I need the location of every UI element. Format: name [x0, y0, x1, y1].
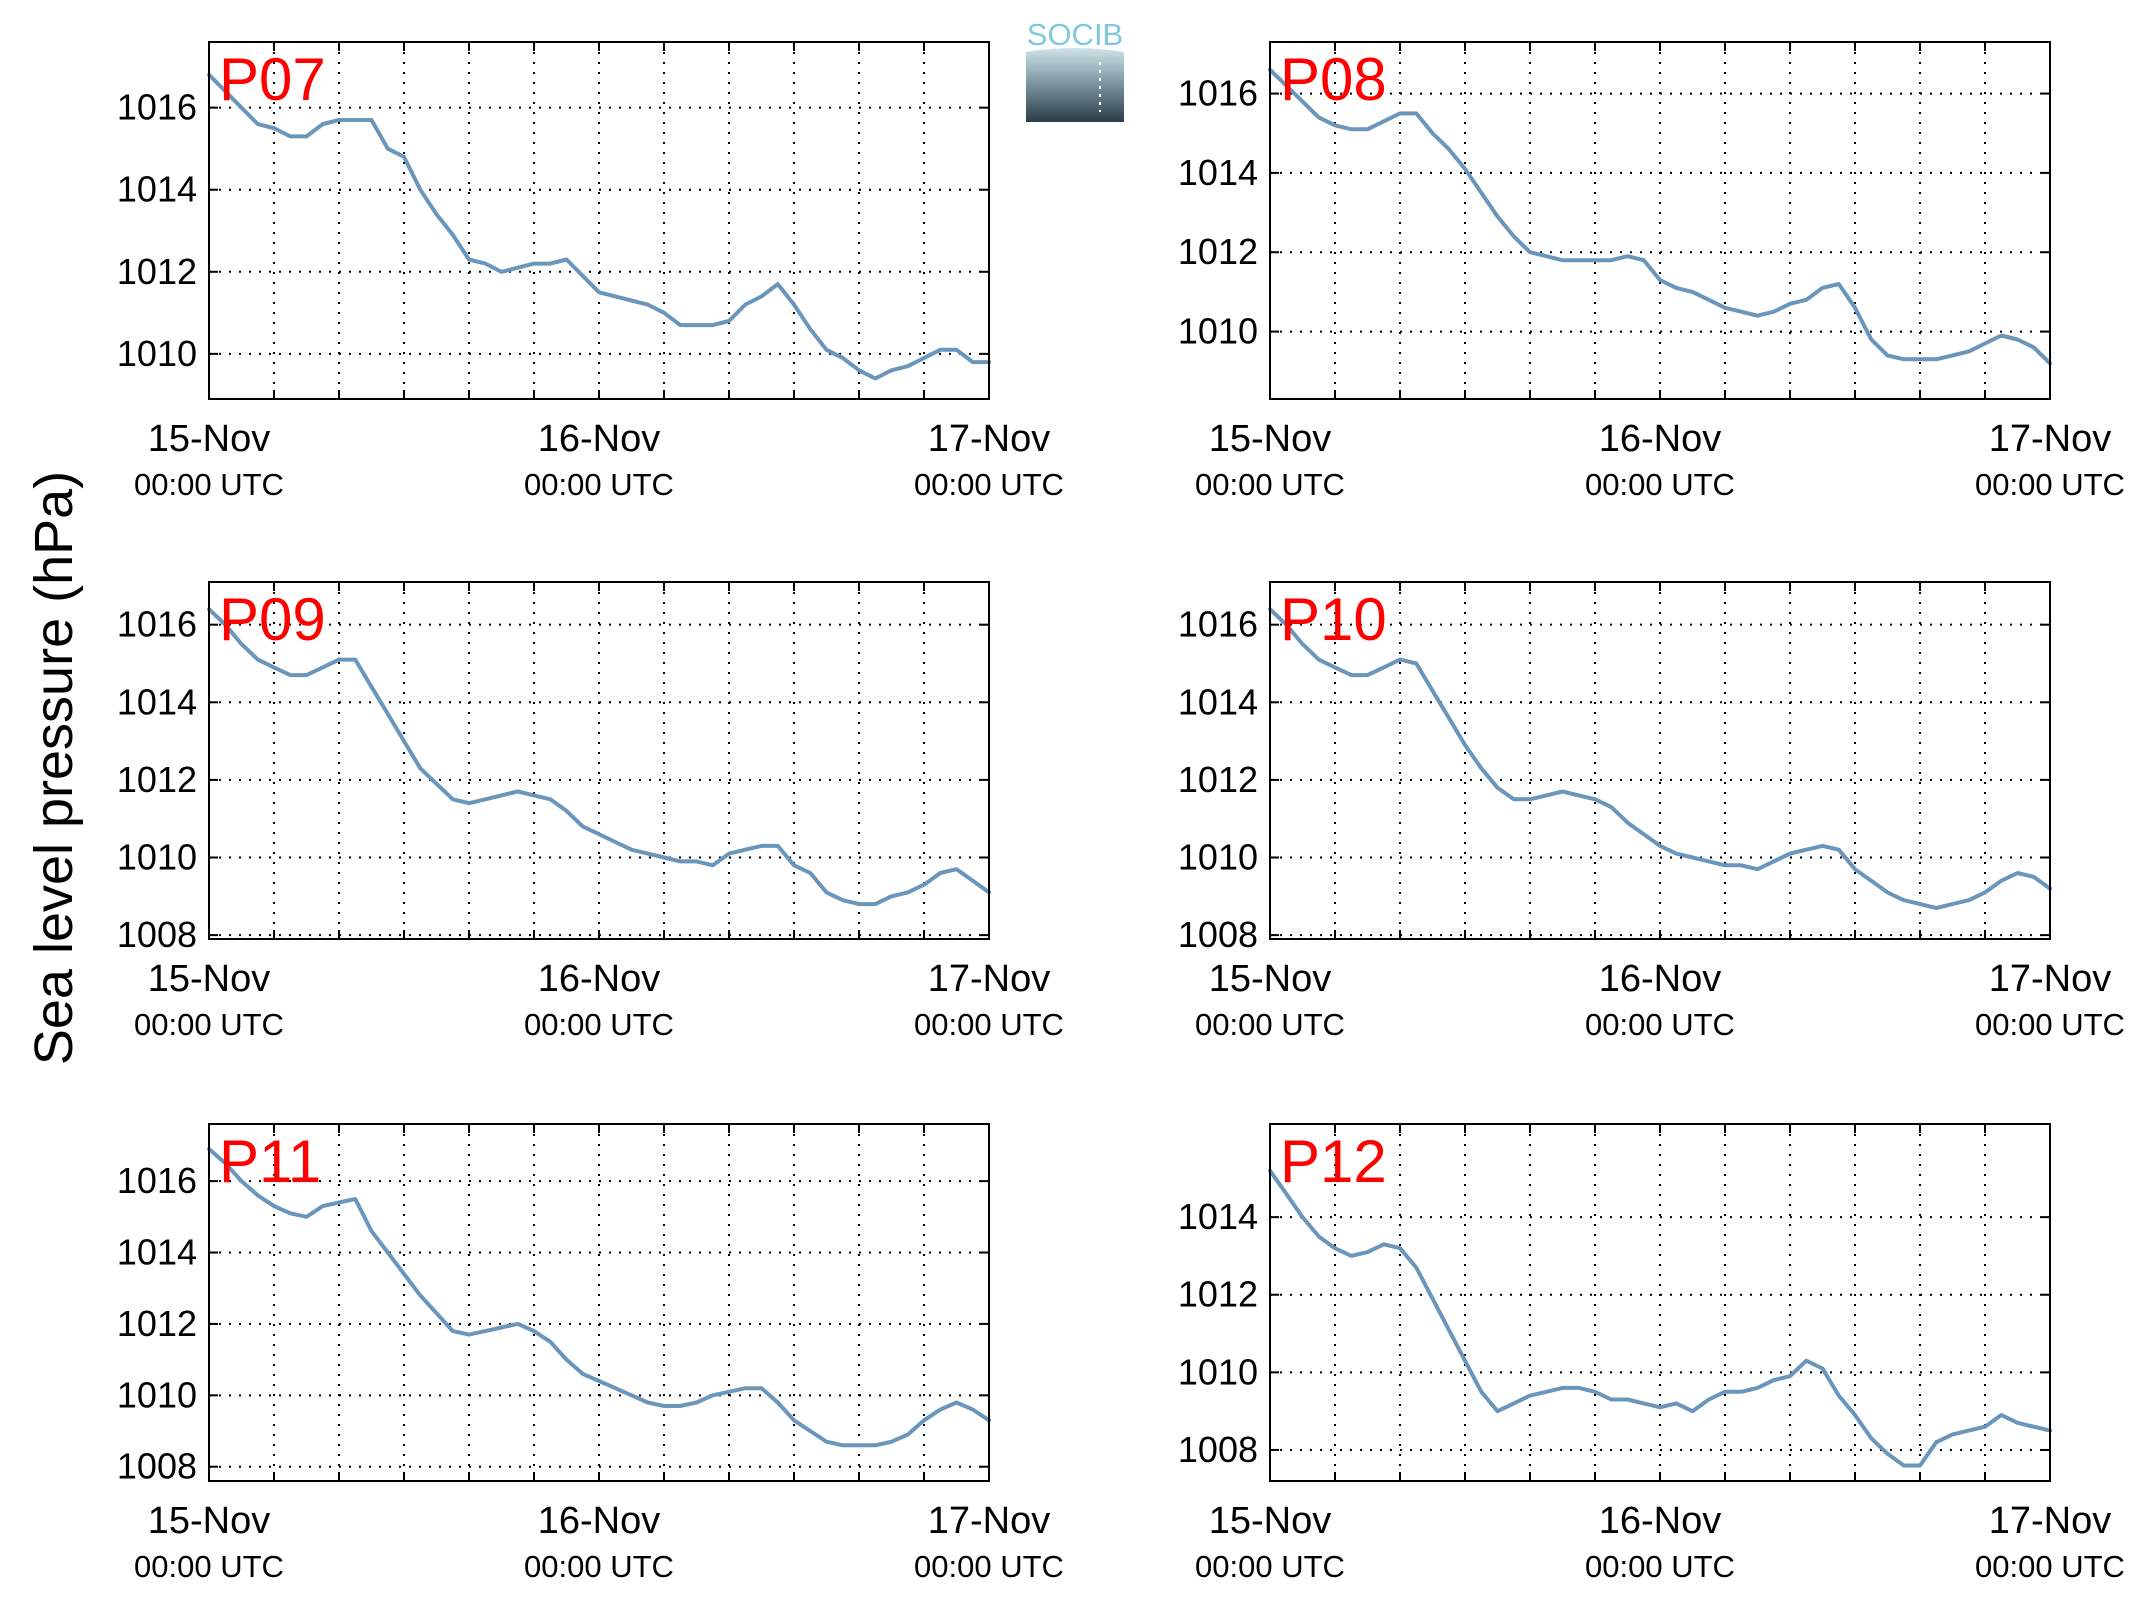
x-tick-time-label: 00:00 UTC [1195, 1007, 1345, 1042]
y-tick-label: 1012 [1178, 759, 1258, 800]
pressure-series-line [207, 72, 991, 381]
panel-title: P10 [1280, 586, 1387, 653]
x-tick-time-label: 00:00 UTC [1195, 1549, 1345, 1584]
chart-panel-p07: 1010 1012 1014 1016 15-Nov 00:00 UTC 16-Nov 00:… [117, 41, 1064, 502]
x-tick-date-label: 15-Nov [1209, 1500, 1332, 1542]
y-tick-label: 1012 [1178, 1274, 1258, 1315]
logo-mark [1026, 48, 1124, 122]
axes-box [208, 1123, 990, 1482]
x-tick-date-label: 16-Nov [538, 958, 661, 1000]
x-tick-time-label: 00:00 UTC [1975, 1549, 2125, 1584]
pressure-series-line [1268, 1168, 2052, 1468]
socib-logo: SOCIB [1026, 17, 1124, 122]
y-tick-label: 1010 [1178, 311, 1258, 352]
logo-text: SOCIB [1027, 17, 1123, 52]
chart-panel-p09: 1008 1010 1012 1014 1016 15-Nov 00:00 UTC 16-No… [117, 581, 1064, 1042]
x-tick-date-label: 16-Nov [1599, 1500, 1722, 1542]
y-tick-label: 1008 [1178, 914, 1258, 955]
x-tick-time-label: 00:00 UTC [1975, 467, 2125, 502]
x-tick-time-label: 00:00 UTC [134, 1007, 284, 1042]
axes-box [1269, 1123, 2051, 1482]
x-tick-time-label: 00:00 UTC [914, 467, 1064, 502]
x-tick-date-label: 17-Nov [1989, 418, 2112, 460]
x-tick-date-label: 17-Nov [928, 958, 1051, 1000]
x-tick-time-label: 00:00 UTC [1585, 467, 1735, 502]
x-tick-date-label: 17-Nov [928, 418, 1051, 460]
panel-title: P12 [1280, 1128, 1387, 1195]
x-tick-time-label: 00:00 UTC [1195, 467, 1345, 502]
x-tick-date-label: 15-Nov [1209, 418, 1332, 460]
x-tick-time-label: 00:00 UTC [914, 1007, 1064, 1042]
x-tick-date-label: 16-Nov [1599, 958, 1722, 1000]
y-tick-label: 1008 [117, 914, 197, 955]
panel-title: P09 [219, 586, 326, 653]
y-tick-label: 1012 [117, 251, 197, 292]
x-tick-time-label: 00:00 UTC [524, 1549, 674, 1584]
axes-box [208, 581, 990, 940]
y-tick-label: 1010 [117, 333, 197, 374]
x-tick-time-label: 00:00 UTC [914, 1549, 1064, 1584]
y-tick-label: 1016 [1178, 604, 1258, 645]
panel-title: P08 [1280, 46, 1387, 113]
x-tick-date-label: 15-Nov [148, 1500, 271, 1542]
y-tick-label: 1010 [1178, 837, 1258, 878]
axes-box [1269, 41, 2051, 400]
axes-box [208, 41, 990, 400]
x-tick-date-label: 17-Nov [1989, 1500, 2112, 1542]
x-tick-time-label: 00:00 UTC [524, 1007, 674, 1042]
y-tick-label: 1014 [117, 1232, 197, 1273]
y-tick-label: 1012 [1178, 231, 1258, 272]
chart-panel-p12: 1008 1010 1012 1014 15-Nov 00:00 UTC 16-Nov 00:… [1178, 1123, 2125, 1584]
pressure-series-line [1268, 67, 2052, 366]
x-tick-date-label: 15-Nov [148, 418, 271, 460]
y-tick-label: 1014 [1178, 1196, 1258, 1237]
y-tick-label: 1014 [117, 681, 197, 722]
pressure-series-line [207, 607, 991, 907]
panels: 1010 1012 1014 1016 15-Nov 00:00 UTC 16-Nov 00:… [117, 41, 2125, 1584]
pressure-series-line [207, 1147, 991, 1448]
x-tick-date-label: 16-Nov [1599, 418, 1722, 460]
x-tick-time-label: 00:00 UTC [1585, 1549, 1735, 1584]
axes-box [1269, 581, 2051, 940]
y-tick-label: 1016 [117, 604, 197, 645]
x-tick-time-label: 00:00 UTC [134, 1549, 284, 1584]
y-tick-label: 1016 [1178, 73, 1258, 114]
x-tick-time-label: 00:00 UTC [1585, 1007, 1735, 1042]
y-tick-label: 1012 [117, 1303, 197, 1344]
x-tick-date-label: 17-Nov [1989, 958, 2112, 1000]
chart-panel-p08: 1010 1012 1014 1016 15-Nov 00:00 UTC 16-Nov 00:… [1178, 41, 2125, 502]
y-tick-label: 1014 [117, 169, 197, 210]
y-tick-label: 1008 [1178, 1429, 1258, 1470]
y-tick-label: 1010 [1178, 1351, 1258, 1392]
x-tick-time-label: 00:00 UTC [1975, 1007, 2125, 1042]
x-tick-date-label: 16-Nov [538, 418, 661, 460]
panel-title: P07 [219, 46, 326, 113]
chart-panel-p11: 1008 1010 1012 1014 1016 15-Nov 00:00 UTC 16-No… [117, 1123, 1064, 1584]
y-axis-label: Sea level pressure (hPa) [24, 471, 84, 1065]
chart-panel-p10: 1008 1010 1012 1014 1016 15-Nov 00:00 UTC 16-No… [1178, 581, 2125, 1042]
y-tick-label: 1014 [1178, 681, 1258, 722]
y-tick-label: 1012 [117, 759, 197, 800]
y-tick-label: 1010 [117, 1374, 197, 1415]
y-tick-label: 1016 [117, 87, 197, 128]
x-tick-date-label: 17-Nov [928, 1500, 1051, 1542]
x-tick-date-label: 15-Nov [148, 958, 271, 1000]
y-tick-label: 1010 [117, 837, 197, 878]
x-tick-date-label: 15-Nov [1209, 958, 1332, 1000]
y-tick-label: 1016 [117, 1160, 197, 1201]
pressure-series-line [1268, 607, 2052, 910]
x-tick-date-label: 16-Nov [538, 1500, 661, 1542]
x-tick-time-label: 00:00 UTC [134, 467, 284, 502]
x-tick-time-label: 00:00 UTC [524, 467, 674, 502]
panel-title: P11 [219, 1128, 321, 1195]
y-tick-label: 1008 [117, 1446, 197, 1487]
y-tick-label: 1014 [1178, 152, 1258, 193]
